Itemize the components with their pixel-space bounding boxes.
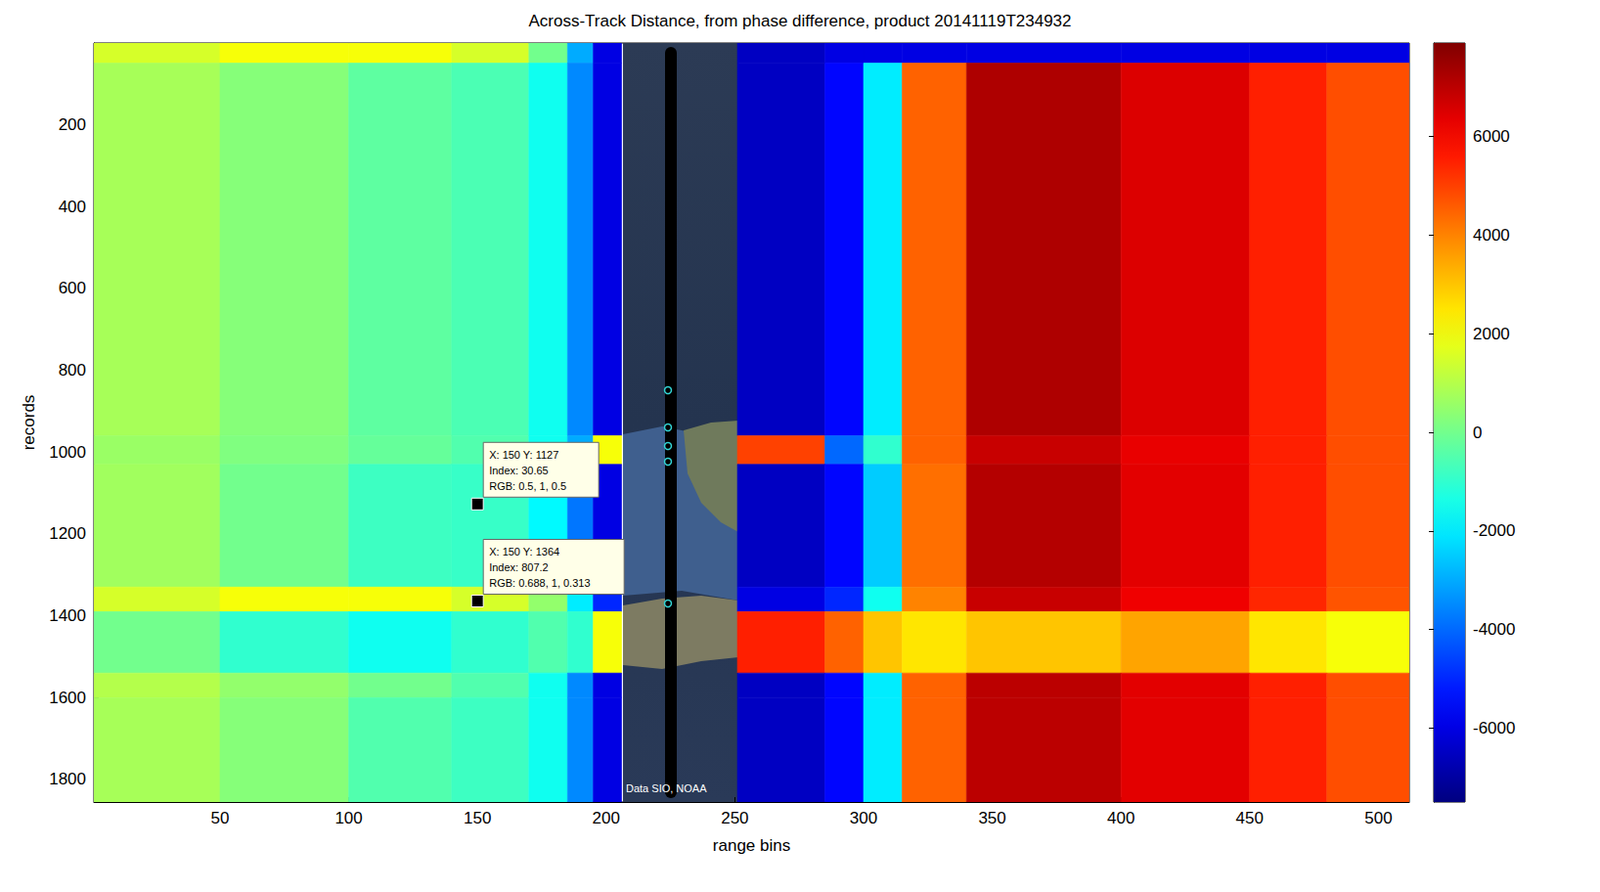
- svg-text:Index: 807.2: Index: 807.2: [488, 561, 549, 574]
- svg-text:4000: 4000: [1472, 225, 1511, 245]
- svg-text:450: 450: [1236, 808, 1264, 828]
- svg-text:1200: 1200: [48, 524, 87, 543]
- svg-text:range bins: range bins: [712, 836, 791, 855]
- svg-text:50: 50: [211, 808, 230, 828]
- svg-text:RGB: 0.5, 1, 0.5: RGB: 0.5, 1, 0.5: [488, 480, 567, 492]
- svg-text:500: 500: [1364, 808, 1392, 828]
- svg-text:100: 100: [334, 808, 362, 828]
- svg-text:1000: 1000: [48, 443, 87, 462]
- svg-text:X: 150 Y: 1127: X: 150 Y: 1127: [488, 448, 559, 461]
- svg-text:X: 150 Y: 1364: X: 150 Y: 1364: [488, 545, 560, 558]
- svg-text:300: 300: [849, 808, 878, 828]
- svg-text:-6000: -6000: [1472, 718, 1515, 738]
- svg-text:400: 400: [1107, 808, 1135, 828]
- svg-text:1400: 1400: [48, 606, 87, 625]
- svg-text:-4000: -4000: [1472, 620, 1515, 639]
- svg-text:250: 250: [720, 808, 749, 828]
- svg-text:200: 200: [592, 808, 621, 828]
- svg-text:Across-Track Distance, from ph: Across-Track Distance, from phase differ…: [528, 11, 1071, 31]
- svg-text:600: 600: [58, 278, 87, 298]
- svg-text:400: 400: [58, 197, 87, 217]
- svg-text:-2000: -2000: [1472, 521, 1515, 540]
- svg-text:Index: 30.65: Index: 30.65: [488, 464, 549, 477]
- svg-text:0: 0: [1472, 423, 1482, 443]
- svg-text:1600: 1600: [48, 688, 87, 708]
- svg-text:800: 800: [58, 360, 87, 380]
- svg-text:records: records: [19, 395, 39, 451]
- svg-text:Data SIO, NOAA: Data SIO, NOAA: [625, 782, 708, 795]
- svg-text:2000: 2000: [1472, 324, 1511, 344]
- svg-text:1800: 1800: [48, 769, 87, 789]
- svg-text:6000: 6000: [1472, 127, 1511, 146]
- svg-text:200: 200: [58, 115, 87, 134]
- svg-text:RGB: 0.688, 1, 0.313: RGB: 0.688, 1, 0.313: [488, 577, 590, 589]
- svg-text:150: 150: [463, 808, 491, 828]
- svg-text:350: 350: [977, 808, 1006, 828]
